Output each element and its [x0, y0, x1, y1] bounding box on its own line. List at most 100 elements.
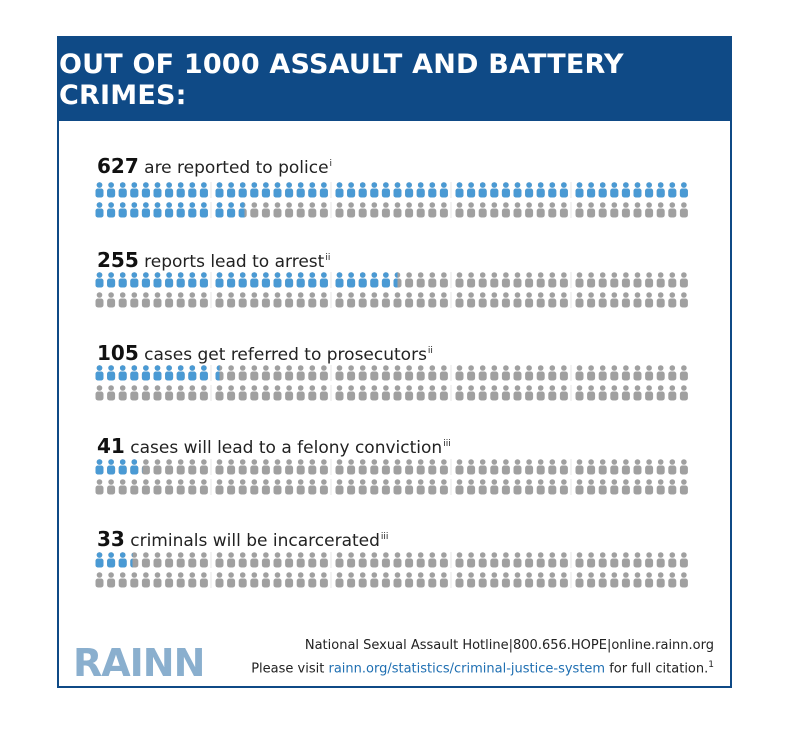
person-icon: [416, 552, 425, 568]
person-icon: [319, 552, 328, 568]
person-icon: [548, 292, 557, 308]
person-icon: [238, 182, 247, 198]
person-icon: [428, 552, 437, 568]
person-icon: [153, 552, 162, 568]
person-icon: [679, 202, 688, 218]
person-icon: [250, 365, 259, 381]
person-icon: [513, 202, 522, 218]
person-icon: [393, 385, 402, 401]
person-icon: [130, 182, 139, 198]
person-icon: [548, 479, 557, 495]
person-icon: [130, 272, 139, 288]
person-icon: [347, 202, 356, 218]
person-icon: [668, 292, 677, 308]
person-icon: [165, 459, 174, 475]
person-icon: [118, 572, 127, 588]
person-icon: [656, 552, 665, 568]
person-icon: [439, 552, 448, 568]
person-icon: [645, 385, 654, 401]
person-icon: [165, 272, 174, 288]
citation-link[interactable]: rainn.org/statistics/criminal-justice-sy…: [328, 661, 606, 677]
person-icon: [335, 365, 344, 381]
person-icon: [501, 202, 510, 218]
person-icon: [467, 572, 476, 588]
person-icon: [381, 552, 390, 568]
person-icon: [215, 182, 224, 198]
person-icon: [393, 552, 402, 568]
person-icon: [130, 459, 139, 475]
person-icon: [656, 479, 665, 495]
person-icon: [405, 479, 414, 495]
person-icon: [118, 479, 127, 495]
person-icon: [548, 385, 557, 401]
person-icon: [525, 572, 534, 588]
person-icon: [227, 552, 236, 568]
person-icon: [215, 272, 224, 288]
person-icon: [575, 272, 584, 288]
person-icon: [525, 459, 534, 475]
person-icon: [668, 365, 677, 381]
person-icon: [416, 292, 425, 308]
person-icon: [308, 365, 317, 381]
person-icon: [536, 479, 545, 495]
person-icon: [381, 182, 390, 198]
person-icon: [95, 272, 104, 288]
person-icon: [285, 572, 294, 588]
hotline-phone: 800.656.HOPE: [513, 638, 607, 653]
row-heading-1: 627 are reported to policei: [97, 154, 332, 178]
person-icon: [107, 385, 116, 401]
person-icon: [95, 202, 104, 218]
hotline-name: National Sexual Assault Hotline: [304, 638, 509, 653]
person-icon: [358, 182, 367, 198]
person-icon: [130, 385, 139, 401]
person-icon: [165, 385, 174, 401]
person-icon: [656, 182, 665, 198]
person-icon: [668, 552, 677, 568]
person-icon: [130, 365, 139, 381]
person-icon: [536, 572, 545, 588]
rainn-logo: RAINN: [73, 641, 205, 685]
person-icon: [261, 292, 270, 308]
person-icon: [118, 272, 127, 288]
citation-mark: 1: [708, 660, 714, 670]
pictogram-row-4: [95, 459, 688, 495]
person-icon: [467, 385, 476, 401]
person-icon: [439, 459, 448, 475]
row-heading-4: 41 cases will lead to a felony convictio…: [97, 434, 451, 458]
person-icon: [587, 479, 596, 495]
row-footnote: i: [329, 159, 333, 170]
person-icon: [319, 385, 328, 401]
person-icon: [215, 479, 224, 495]
person-icon: [285, 182, 294, 198]
person-icon: [319, 292, 328, 308]
person-icon: [358, 202, 367, 218]
person-icon: [238, 479, 247, 495]
person-icon: [513, 552, 522, 568]
person-icon: [439, 202, 448, 218]
person-icon: [536, 552, 545, 568]
person-icon: [347, 459, 356, 475]
person-icon: [215, 292, 224, 308]
person-icon: [416, 572, 425, 588]
person-icon: [610, 459, 619, 475]
person-icon: [273, 479, 282, 495]
person-icon: [285, 552, 294, 568]
person-icon: [587, 552, 596, 568]
person-icon: [308, 479, 317, 495]
person-icon: [238, 385, 247, 401]
person-icon: [679, 365, 688, 381]
person-icon: [381, 479, 390, 495]
person-icon: [525, 272, 534, 288]
person-icon: [633, 459, 642, 475]
person-icon: [335, 479, 344, 495]
person-icon: [645, 182, 654, 198]
person-icon: [587, 182, 596, 198]
person-icon: [455, 202, 464, 218]
person-icon: [668, 459, 677, 475]
hotline-site[interactable]: online.rainn.org: [611, 638, 714, 653]
row-label: reports lead to arrest: [138, 252, 325, 272]
person-icon: [381, 385, 390, 401]
person-icon: [548, 459, 557, 475]
person-icon: [633, 292, 642, 308]
person-icon: [188, 365, 197, 381]
